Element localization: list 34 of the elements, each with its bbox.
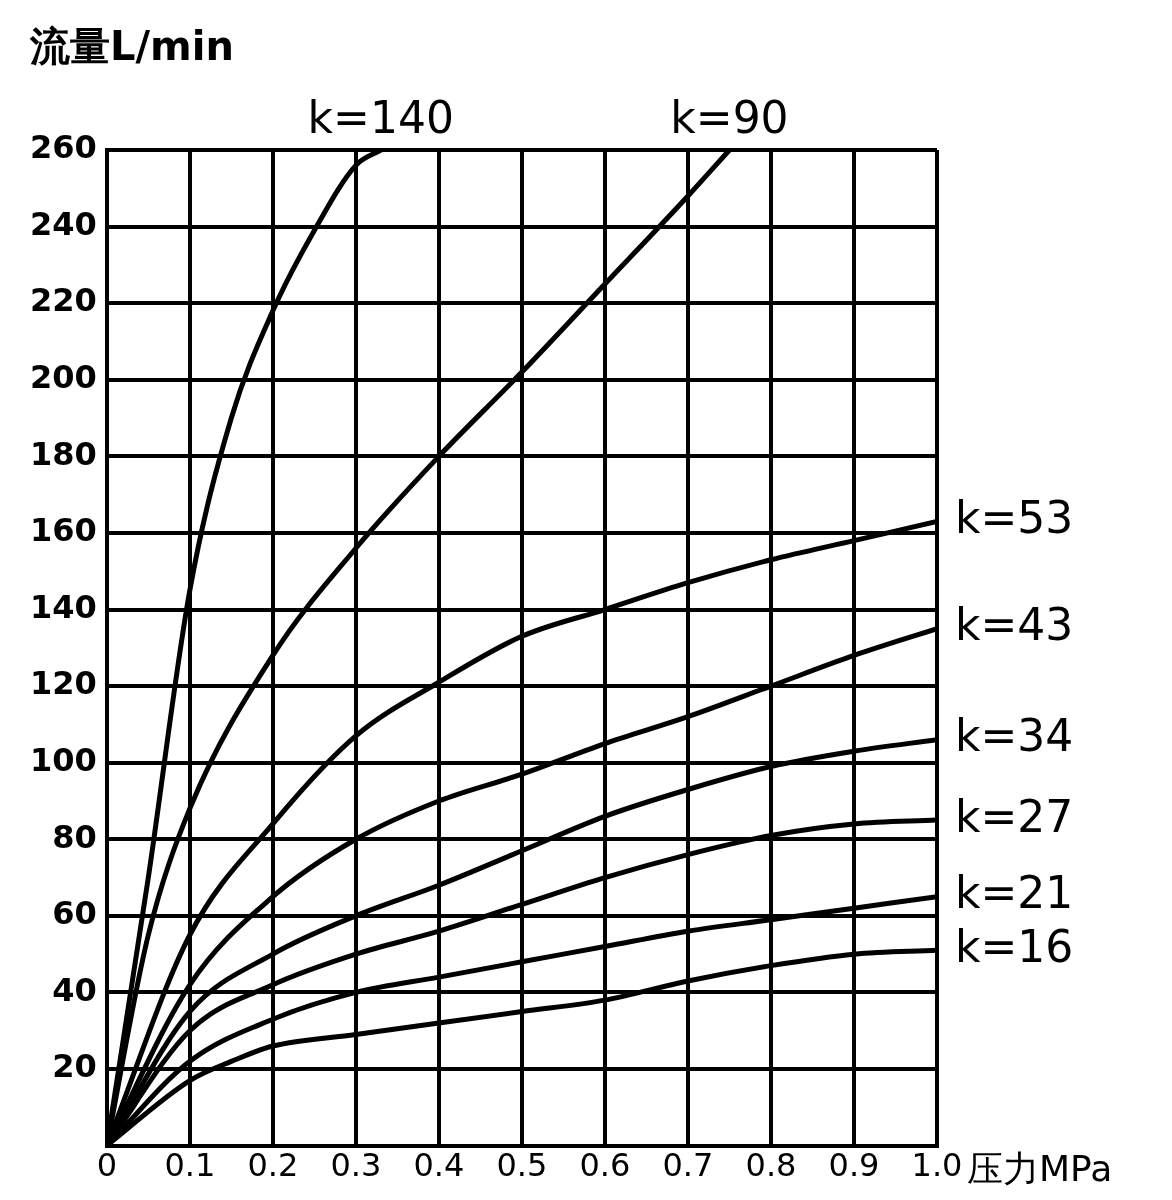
x-tick-label: 0.9 — [828, 1146, 880, 1185]
y-tick-label: 160 — [30, 511, 97, 550]
x-tick-label: 0.6 — [579, 1146, 631, 1185]
y-tick-label: 200 — [30, 358, 97, 397]
series-label: k=16 — [955, 920, 1074, 972]
series-label: k=43 — [955, 599, 1074, 651]
x-tick-label: 0.5 — [496, 1146, 548, 1185]
x-tick-label: 0.7 — [662, 1146, 714, 1185]
x-tick-label: 0.8 — [745, 1146, 797, 1185]
y-tick-label: 100 — [30, 740, 97, 779]
x-tick-label: 0.1 — [164, 1146, 216, 1185]
x-tick-label: 0 — [96, 1146, 117, 1185]
y-tick-label: 220 — [30, 281, 97, 320]
x-tick-label: 1.0 — [911, 1146, 963, 1185]
y-tick-label: 80 — [52, 817, 97, 856]
y-axis-title: 流量L/min — [29, 23, 234, 70]
series-label: k=21 — [955, 867, 1074, 919]
y-tick-label: 40 — [52, 970, 97, 1009]
x-tick-label: 0.3 — [330, 1146, 382, 1185]
y-tick-label: 140 — [30, 587, 97, 626]
y-tick-label: 60 — [52, 894, 97, 933]
series-label: k=34 — [955, 710, 1074, 762]
y-tick-label: 120 — [30, 664, 97, 703]
x-tick-label: 0.4 — [413, 1146, 465, 1185]
series-label: k=53 — [955, 491, 1074, 543]
x-axis-title: 压力MPa — [967, 1147, 1113, 1189]
series-label: k=90 — [670, 92, 789, 144]
y-tick-label: 260 — [30, 128, 97, 167]
series-label: k=27 — [955, 790, 1074, 842]
series-label: k=140 — [307, 92, 454, 144]
y-tick-label: 20 — [52, 1047, 97, 1086]
y-tick-label: 240 — [30, 204, 97, 243]
x-tick-label: 0.2 — [247, 1146, 299, 1185]
y-tick-label: 180 — [30, 434, 97, 473]
